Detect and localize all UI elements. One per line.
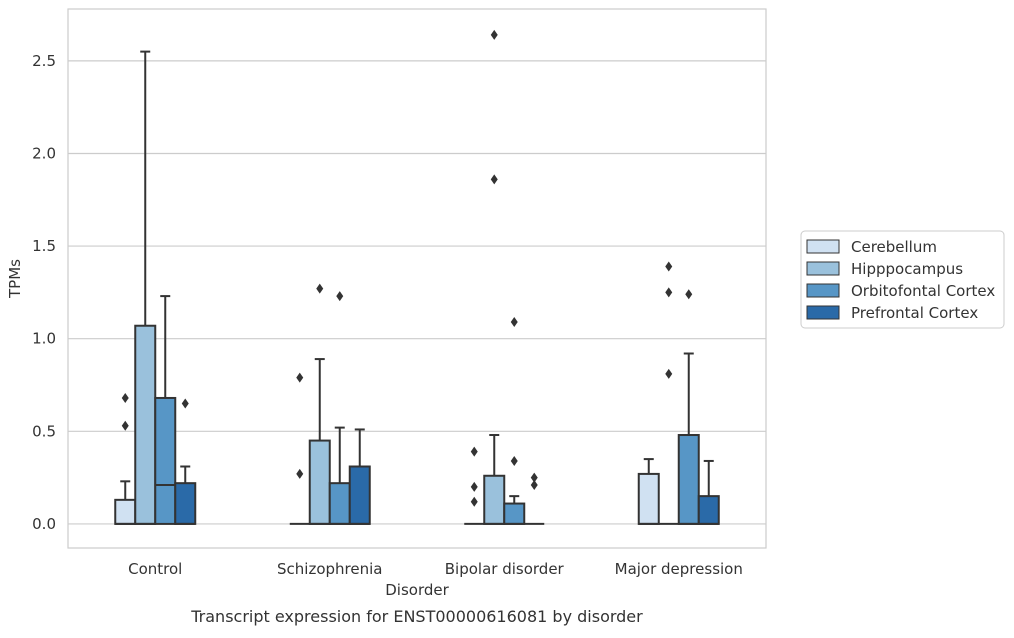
box-body	[134, 324, 157, 525]
y-axis-ticks: 0.0 0.5 1.0 1.5 2.0 2.5	[32, 52, 56, 533]
box-2-2	[503, 317, 526, 525]
box-body	[483, 474, 506, 525]
legend: Cerebellum Hipppocampus Orbitofontal Corte…	[800, 230, 1005, 329]
box-3-3	[697, 459, 720, 525]
outlier-point	[665, 287, 673, 298]
box-body	[328, 482, 351, 525]
legend-label: Orbitofontal Cortex	[851, 282, 995, 300]
box-3-1	[348, 428, 371, 525]
outlier-point	[530, 480, 538, 491]
box-1-0	[134, 50, 157, 525]
legend-swatch	[806, 283, 840, 298]
outlier-point	[470, 496, 478, 507]
legend-label: Hipppocampus	[851, 260, 963, 278]
x-tick-label: Bipolar disorder	[445, 560, 565, 578]
x-tick-label: Major depression	[615, 560, 743, 578]
chart-caption: Transcript expression for ENST0000061608…	[190, 607, 643, 626]
box-body	[697, 495, 720, 525]
box-body	[154, 396, 177, 525]
box-0-3	[637, 458, 660, 525]
outlier-point	[685, 289, 693, 300]
y-tick-label: 2.5	[32, 52, 56, 70]
outlier-point	[121, 392, 129, 403]
outlier-point	[490, 29, 498, 40]
box-0-0	[114, 392, 137, 525]
outlier-point	[530, 472, 538, 483]
legend-label: Cerebellum	[851, 238, 937, 256]
legend-frame	[800, 230, 1005, 329]
box-body	[677, 434, 700, 525]
x-axis-ticks: Control Schizophrenia Bipolar disorder Majo…	[128, 560, 743, 578]
y-tick-label: 1.5	[32, 237, 56, 255]
box-0-1	[289, 372, 310, 525]
outlier-point	[181, 398, 189, 409]
box-plots	[114, 29, 720, 525]
outlier-point	[336, 291, 344, 302]
box-body	[348, 465, 371, 525]
outlier-point	[490, 174, 498, 185]
box-1-2	[483, 29, 506, 525]
y-tick-label: 1.0	[32, 330, 56, 348]
outlier-point	[510, 455, 518, 466]
x-axis-label: Disorder	[385, 581, 449, 599]
outlier-point	[121, 420, 129, 431]
y-tick-label: 0.5	[32, 422, 56, 440]
outlier-point	[296, 468, 304, 479]
box-0-2	[464, 446, 485, 525]
outlier-point	[296, 372, 304, 383]
legend-swatch	[806, 261, 840, 276]
box-body	[308, 439, 331, 525]
box-body	[637, 472, 660, 525]
y-axis-label: TPMs	[6, 259, 24, 299]
box-2-3	[677, 289, 700, 525]
x-tick-label: Control	[128, 560, 182, 578]
box-3-0	[174, 398, 197, 525]
legend-label: Prefrontal Cortex	[851, 304, 978, 322]
outlier-point	[665, 261, 673, 272]
outlier-point	[316, 283, 324, 294]
outlier-point	[470, 481, 478, 492]
outlier-point	[665, 368, 673, 379]
box-2-0	[154, 295, 177, 525]
plot-frame	[67, 8, 767, 549]
box-3-2	[524, 472, 545, 525]
box-1-1	[308, 283, 331, 525]
box-body	[174, 482, 197, 525]
box-2-1	[328, 291, 351, 525]
y-tick-label: 2.0	[32, 144, 56, 162]
legend-swatch	[806, 305, 840, 320]
box-1-3	[658, 261, 679, 525]
outlier-point	[470, 446, 478, 457]
legend-swatch	[806, 239, 840, 254]
outlier-point	[510, 317, 518, 328]
box-body	[114, 498, 137, 525]
box-body	[503, 502, 526, 525]
y-tick-label: 0.0	[32, 515, 56, 533]
x-tick-label: Schizophrenia	[277, 560, 382, 578]
